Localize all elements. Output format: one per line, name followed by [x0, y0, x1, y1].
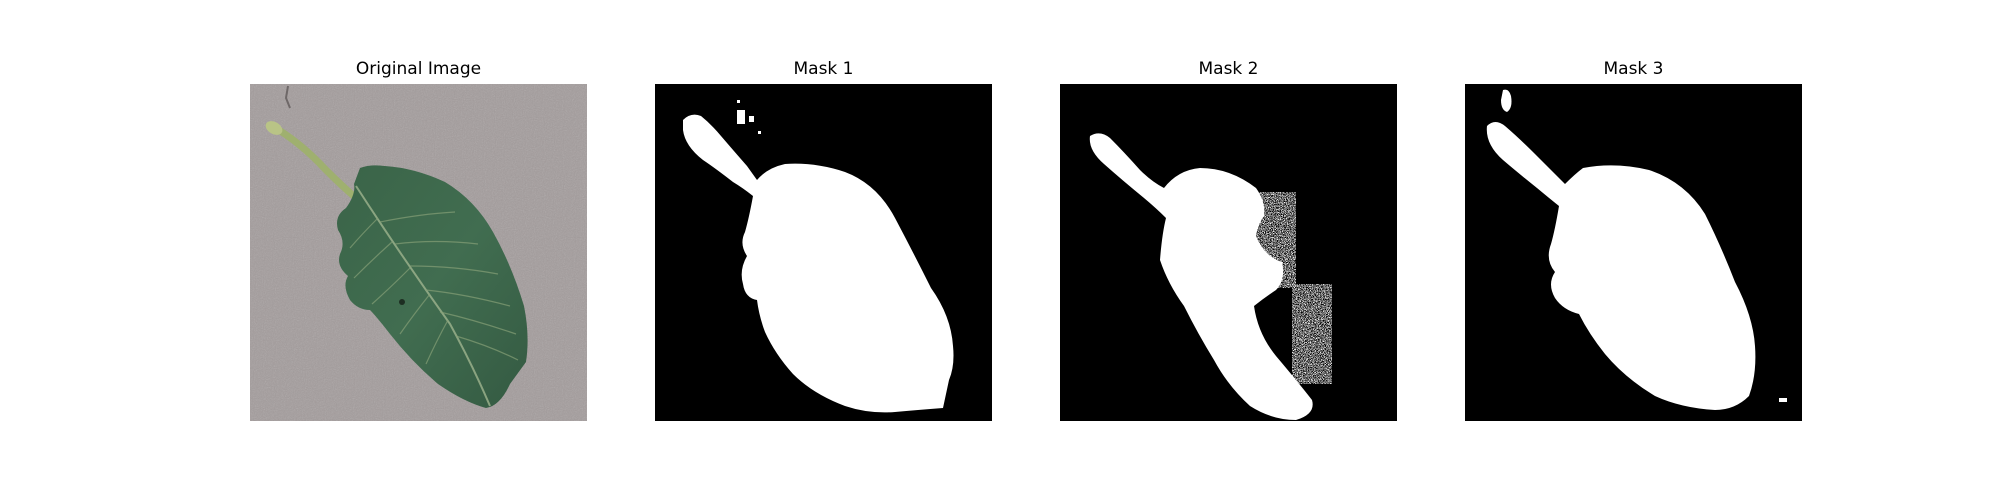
- panel-title-mask-2: Mask 2: [1198, 59, 1259, 79]
- leaf-blade: [337, 165, 528, 408]
- leaf-stem: [268, 122, 360, 202]
- mask-1-foreground: [683, 100, 954, 413]
- mask-2-panel: Mask 2: [1060, 57, 1397, 441]
- mask-3-image: [1465, 84, 1802, 421]
- panel-title-mask-3: Mask 3: [1603, 59, 1664, 79]
- mask-1-image: [655, 84, 992, 421]
- mask-2-foreground: [1089, 133, 1332, 420]
- mask-2-image: [1060, 84, 1397, 421]
- ground-crack: [284, 85, 291, 109]
- leaf-hole: [399, 299, 405, 305]
- mask-1-panel: Mask 1: [655, 57, 992, 441]
- panel-title-original-image: Original Image: [355, 59, 482, 79]
- original-leaf-photo: [250, 84, 587, 421]
- mask-3-foreground: [1486, 89, 1787, 410]
- leaf-midrib: [355, 185, 491, 407]
- panel-title-mask-1: Mask 1: [793, 59, 854, 79]
- original-image-panel: Original Image: [250, 57, 587, 441]
- mask-3-panel: Mask 3: [1465, 57, 1802, 441]
